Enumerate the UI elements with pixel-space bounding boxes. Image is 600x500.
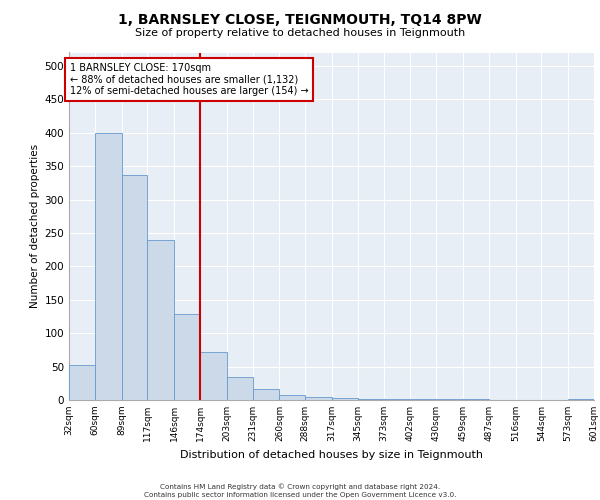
- Y-axis label: Number of detached properties: Number of detached properties: [30, 144, 40, 308]
- Bar: [358, 398, 383, 400]
- Bar: [568, 398, 594, 400]
- Bar: [280, 394, 305, 400]
- Bar: [253, 390, 280, 400]
- Text: 1 BARNSLEY CLOSE: 170sqm
← 88% of detached houses are smaller (1,132)
12% of sem: 1 BARNSLEY CLOSE: 170sqm ← 88% of detach…: [70, 62, 308, 96]
- Bar: [148, 240, 174, 400]
- Text: Size of property relative to detached houses in Teignmouth: Size of property relative to detached ho…: [135, 28, 465, 38]
- Bar: [95, 132, 122, 400]
- Bar: [332, 398, 358, 400]
- Bar: [69, 365, 95, 400]
- Text: 1, BARNSLEY CLOSE, TEIGNMOUTH, TQ14 8PW: 1, BARNSLEY CLOSE, TEIGNMOUTH, TQ14 8PW: [118, 12, 482, 26]
- Text: Contains HM Land Registry data © Crown copyright and database right 2024.
Contai: Contains HM Land Registry data © Crown c…: [144, 484, 456, 498]
- Bar: [200, 352, 227, 400]
- Bar: [122, 175, 148, 400]
- Bar: [305, 396, 332, 400]
- Bar: [227, 376, 253, 400]
- X-axis label: Distribution of detached houses by size in Teignmouth: Distribution of detached houses by size …: [180, 450, 483, 460]
- Bar: [174, 314, 200, 400]
